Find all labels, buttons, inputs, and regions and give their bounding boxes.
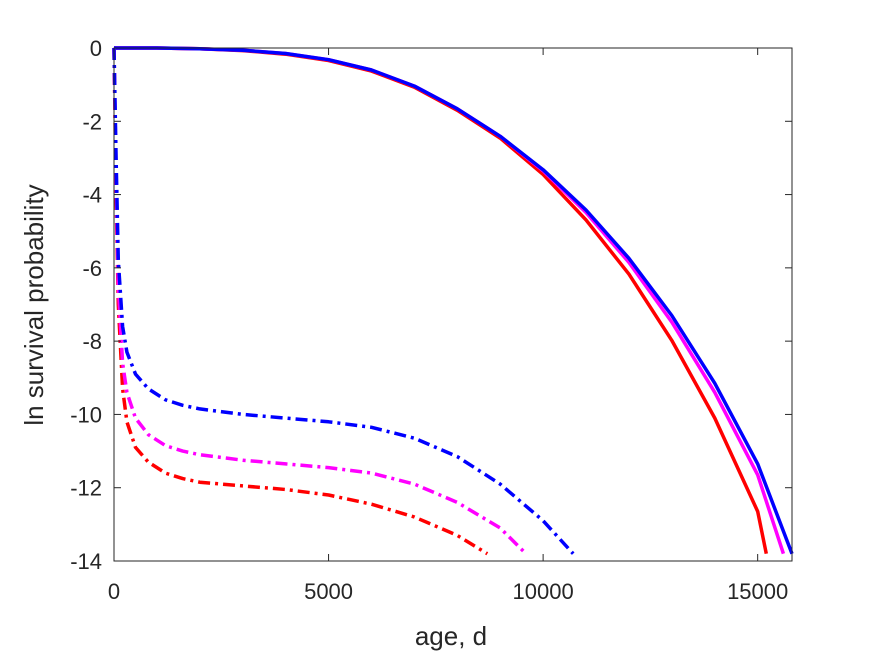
series-line-1 (114, 46, 769, 555)
y-tick-label: -2 (82, 109, 102, 134)
y-tick-label: -8 (82, 329, 102, 354)
axes-layer: 0 5000 10000 15000 0 -2 -4 -6 -8 -10 -12 -14 (70, 36, 793, 604)
plot-frame (113, 47, 793, 562)
y-tick-label: -12 (70, 476, 102, 501)
series-line-2 (114, 46, 786, 555)
series-line-3 (114, 46, 794, 555)
y-tick-label: -14 (70, 549, 102, 574)
x-tick-label: 5000 (304, 579, 353, 604)
y-tick-label: -10 (70, 402, 102, 427)
series-line-5 (112, 47, 528, 555)
x-tick-label: 15000 (727, 579, 788, 604)
y-tick-label: -6 (82, 256, 102, 281)
y-axis-label: ln survival probability (19, 184, 49, 425)
y-tick-label: 0 (90, 36, 102, 61)
series-line-4 (112, 47, 489, 556)
series-line-6 (112, 47, 575, 555)
series-layer (112, 46, 794, 556)
y-tick-label: -4 (82, 183, 102, 208)
x-tick-label: 10000 (513, 579, 574, 604)
x-tick-label: 0 (108, 579, 120, 604)
x-axis-label: age, d (415, 621, 487, 651)
